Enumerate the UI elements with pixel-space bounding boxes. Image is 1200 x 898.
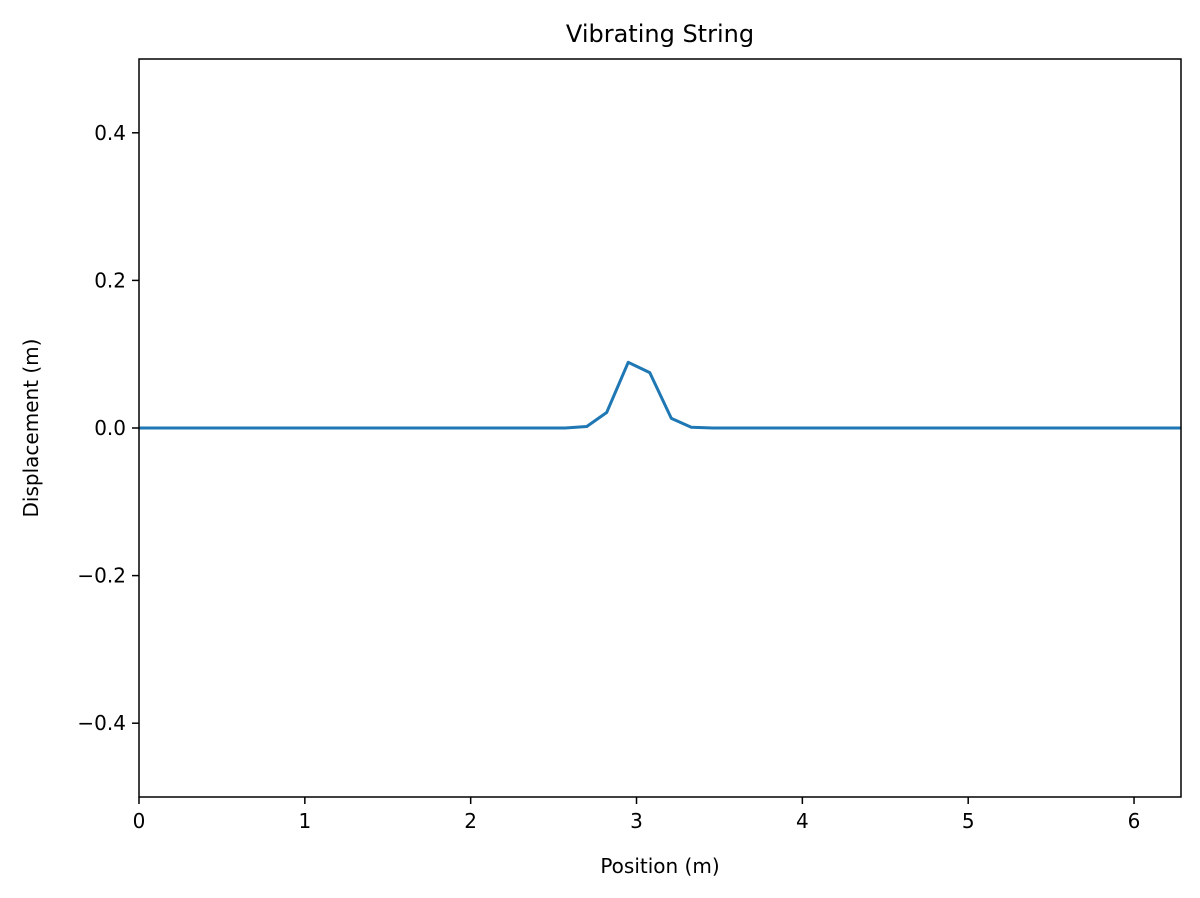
x-axis-ticks: 0 1 2 3 4 5 6: [133, 797, 1141, 833]
y-tick-label: −0.4: [77, 711, 126, 735]
series-line-0: [139, 360, 1181, 430]
y-tick-label: 0.0: [94, 416, 126, 440]
y-axis-ticks: −0.4 −0.2 0.0 0.2 0.4: [77, 121, 139, 735]
x-tick-label: 0: [133, 809, 146, 833]
x-tick-label: 3: [630, 809, 643, 833]
x-axis-label: Position (m): [600, 854, 719, 878]
x-tick-label: 5: [962, 809, 975, 833]
x-tick-label: 6: [1128, 809, 1141, 833]
y-tick-label: −0.2: [77, 564, 126, 588]
chart-title: Vibrating String: [566, 20, 754, 48]
x-tick-label: 4: [796, 809, 809, 833]
y-tick-label: 0.2: [94, 268, 126, 292]
x-tick-label: 1: [298, 809, 311, 833]
series-layer: [139, 360, 1181, 430]
x-tick-label: 2: [464, 809, 477, 833]
y-axis-label: Displacement (m): [19, 339, 43, 518]
y-tick-label: 0.4: [94, 121, 126, 145]
